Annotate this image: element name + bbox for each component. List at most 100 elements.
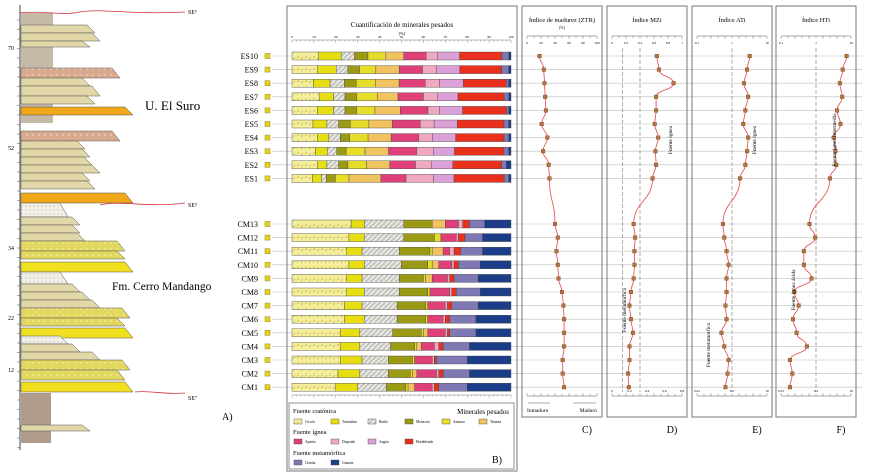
sediment-bed <box>20 202 69 218</box>
axis-tick-label: 0.4 <box>638 41 643 45</box>
data-point <box>654 94 659 99</box>
sediment-bed <box>20 327 134 339</box>
annotation-immature: Inmaduro <box>527 408 549 414</box>
panel-frame <box>775 5 857 418</box>
sediment-bed <box>20 95 96 105</box>
sediment-bed <box>20 32 101 42</box>
bar-segment <box>503 146 509 156</box>
axis-tick-label: 90 <box>487 35 491 39</box>
bar-segment <box>405 383 409 392</box>
bar-segment <box>427 315 444 324</box>
axis-tick-label: 0.8 <box>680 389 685 393</box>
data-point <box>560 358 565 363</box>
sample-marker <box>264 221 271 227</box>
sample-marker <box>264 370 271 377</box>
data-point <box>724 276 729 281</box>
bar-segment <box>359 328 393 337</box>
bar-segment <box>508 51 512 61</box>
sediment-bed <box>20 271 69 285</box>
bar-row <box>291 133 512 142</box>
source-annotation: Fuente metamórfica <box>705 322 712 367</box>
bar-segment <box>508 119 512 129</box>
stratigraphic-column: 70 52 34 22 12 SE⁶ SE⁵ SE⁷ U. El Suro Fm. Ce… <box>8 5 233 450</box>
depth-label: 70 <box>8 46 14 52</box>
bar-segment <box>348 174 382 183</box>
bar-segment <box>436 355 468 365</box>
bar-segment <box>439 106 463 115</box>
legend-swatch <box>330 418 340 425</box>
bar-segment <box>462 219 470 229</box>
data-point <box>837 81 842 86</box>
bar-segment <box>423 274 426 283</box>
data-point <box>827 176 832 181</box>
bar-segment <box>291 301 345 310</box>
bar-segment <box>508 106 512 115</box>
data-point <box>556 276 561 281</box>
sediment-bed <box>20 299 101 309</box>
bar-row <box>291 160 512 170</box>
data-point <box>654 54 659 59</box>
data-point <box>840 94 845 99</box>
bar-segment <box>312 174 322 183</box>
surface-se6 <box>19 10 186 14</box>
bar-segment <box>412 355 415 365</box>
bar-segment <box>447 274 450 283</box>
panel-label: C) <box>582 425 592 436</box>
index-panel: Índice de madurez (ZTR)[%] 0 20 40 60 80 100 In… <box>521 5 603 436</box>
sediment-bed <box>20 250 126 260</box>
bar-segment <box>374 106 401 115</box>
bar-segment <box>463 78 507 88</box>
bar-segment <box>291 119 314 129</box>
data-point <box>541 149 546 154</box>
bar-segment <box>403 219 433 229</box>
bar-segment <box>433 146 455 156</box>
bar-segment <box>291 369 339 378</box>
bar-segment <box>391 119 421 129</box>
legend-swatch <box>293 418 303 425</box>
data-point <box>633 235 638 240</box>
bar-segment <box>506 160 512 170</box>
data-point <box>560 290 565 295</box>
bar-segment <box>344 315 365 324</box>
bar-segment <box>291 92 320 102</box>
data-point <box>671 81 676 86</box>
axis-tick-label: 50 <box>400 35 404 39</box>
bar-segment <box>503 174 509 183</box>
bar-segment <box>464 233 483 242</box>
sample-label: CM2 <box>242 370 258 379</box>
data-point <box>743 162 748 167</box>
data-point <box>747 54 752 59</box>
axis-tick-label: 1 <box>815 41 817 45</box>
sample-label: ES8 <box>245 79 258 88</box>
sediment-bed <box>20 224 81 234</box>
heavy-minerals-chart: Cuantificación de minerales pesados [%] … <box>286 5 518 472</box>
bar-segment <box>385 51 404 61</box>
bar-segment <box>291 174 313 183</box>
bar-segment <box>436 65 460 74</box>
sample-marker <box>264 248 271 254</box>
legend-group-title: Fuente metamórfica <box>293 450 345 457</box>
bar-segment <box>346 274 363 283</box>
bar-segment <box>437 51 460 61</box>
bar-segment <box>359 369 389 378</box>
bar-row <box>291 78 512 88</box>
axis-tick-label: 40 <box>378 35 382 39</box>
bar-segment <box>401 260 428 269</box>
axis-tick-label: 40 <box>553 41 557 45</box>
axis-tick-label: 100 <box>508 35 514 39</box>
legend-swatch <box>293 438 303 445</box>
bar-segment <box>364 260 402 269</box>
depth-label: 22 <box>8 316 14 322</box>
data-point <box>807 221 812 226</box>
bar-segment <box>359 65 377 74</box>
bar-row <box>291 369 512 378</box>
bar-segment <box>416 146 434 156</box>
bar-segment <box>317 106 334 115</box>
bar-segment <box>400 106 429 115</box>
bar-segment <box>431 274 448 283</box>
sediment-bed <box>20 85 101 97</box>
bar-segment <box>449 274 455 283</box>
bar-segment <box>333 92 346 102</box>
sample-label: CM5 <box>242 329 258 338</box>
sample-label: ES1 <box>245 174 258 183</box>
